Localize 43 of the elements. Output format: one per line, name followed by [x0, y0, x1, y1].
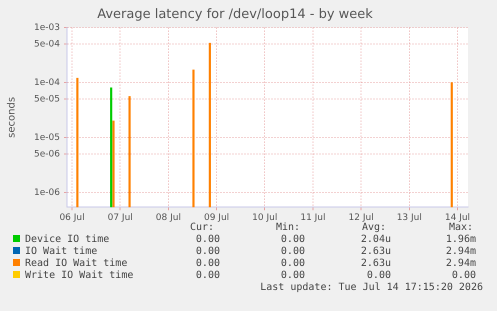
x-tick-label: 08 Jul: [156, 212, 181, 223]
text: 0.00: [196, 270, 220, 281]
x-tick-label: 14 Jul: [444, 212, 470, 223]
y-tick-label: 1e-05: [34, 132, 60, 143]
text: 0.00: [280, 234, 305, 245]
text: 0.00: [196, 246, 220, 257]
text: Avg:: [362, 222, 386, 233]
y-axis-title: seconds: [6, 96, 18, 138]
text: 2.04u: [360, 234, 391, 245]
text: Last update: Tue Jul 14 17:15:20 2026: [260, 282, 483, 293]
x-tick-label: 07 Jul: [108, 212, 133, 223]
chart-title: Average latency for /dev/loop14 - by week: [97, 7, 374, 22]
x-tick-label: 06 Jul: [59, 212, 85, 223]
text: 1.96m: [446, 234, 476, 245]
text: 2.63u: [360, 258, 391, 269]
text: 0.00: [280, 246, 305, 257]
text: 2.94m: [446, 246, 476, 257]
text: 0.00: [280, 270, 305, 281]
x-tick-label: 13 Jul: [396, 212, 422, 223]
text: 0.00: [452, 270, 476, 281]
x-tick-label: 10 Jul: [252, 212, 278, 223]
y-tick-label: 5e-05: [34, 94, 60, 104]
text: 0.00: [280, 258, 305, 269]
y-tick-label: 5e-04: [34, 39, 60, 50]
y-tick-label: 1e-04: [34, 78, 60, 88]
x-tick-label: 12 Jul: [348, 212, 374, 223]
legend-label: Device IO time: [24, 234, 110, 245]
text: Cur:: [190, 222, 214, 233]
text: 0.00: [196, 234, 220, 245]
text: Min:: [276, 222, 300, 233]
text: 0.00: [196, 258, 220, 269]
legend-label: IO Wait time: [24, 246, 98, 257]
legend-label: Read IO Wait time: [24, 258, 128, 269]
text: 2.63u: [360, 246, 391, 257]
y-tick-label: 1e-03: [34, 22, 60, 33]
text: Max:: [449, 222, 474, 233]
y-tick-label: 5e-06: [34, 149, 60, 160]
x-tick-label: 09 Jul: [204, 212, 230, 223]
x-tick-label: 11 Jul: [300, 212, 326, 223]
y-tick-label: 1e-06: [34, 188, 60, 198]
text: 0.00: [366, 270, 391, 281]
legend-label: Write IO Wait time: [24, 270, 134, 281]
text: 2.94m: [446, 258, 476, 269]
